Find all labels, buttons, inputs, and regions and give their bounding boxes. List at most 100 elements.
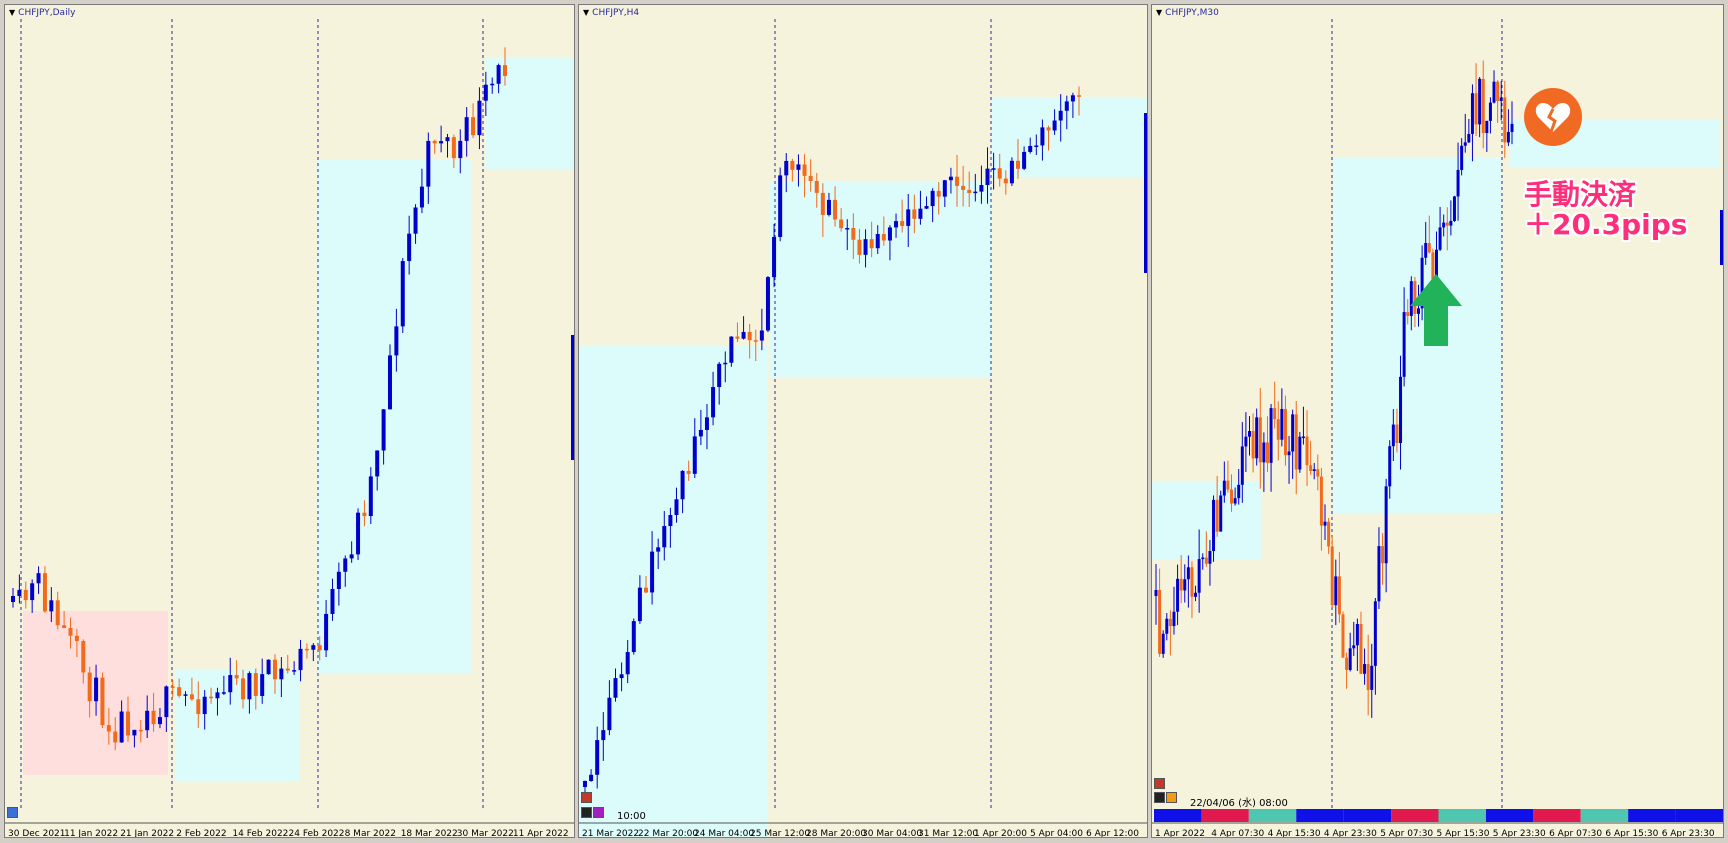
candle-body <box>1373 601 1377 666</box>
candle-body <box>1255 417 1259 459</box>
candle-body <box>1046 127 1051 131</box>
candle-body <box>1503 97 1507 143</box>
candle-body <box>704 417 709 430</box>
candle-body <box>272 659 277 680</box>
candle-body <box>1208 551 1212 564</box>
candle-body <box>68 628 73 636</box>
time-axis-label: 5 Apr 04:00 <box>1030 829 1083 838</box>
candle-body <box>784 160 789 176</box>
candle-body <box>311 645 316 650</box>
candle-body <box>11 596 15 603</box>
candle-body <box>87 672 92 702</box>
chart-window-m30[interactable]: ▼ CHFJPY,M30 1 Apr 2022 4 Apr 07:30 4 Apr 1… <box>1151 4 1724 838</box>
candle-body <box>1499 97 1503 101</box>
candle-body <box>961 185 966 190</box>
candle-body <box>1168 618 1172 627</box>
indicator-icon[interactable] <box>1166 792 1177 803</box>
session-strip-block <box>1201 809 1249 822</box>
candle-body <box>1449 220 1453 226</box>
broken-heart-badge <box>1524 88 1582 146</box>
price-chart-m30[interactable]: 1 Apr 2022 4 Apr 07:30 4 Apr 15:30 4 Apr 23… <box>1152 5 1724 838</box>
candle-body <box>662 526 667 548</box>
time-axis-label: 31 Mar 12:00 <box>918 829 978 838</box>
candle-body <box>221 692 226 694</box>
candle-body <box>906 209 911 226</box>
candle-body <box>1028 145 1033 152</box>
candle-body <box>496 65 501 84</box>
chart-window-daily[interactable]: ▼ CHFJPY,Daily 30 Dec 2021 11 Jan 2022 21 J… <box>4 4 575 838</box>
candle-body <box>228 675 233 693</box>
chart-tool-icon[interactable] <box>7 807 18 818</box>
session-strip-block <box>1485 809 1534 822</box>
candle-body <box>1052 120 1057 131</box>
candle-body <box>1355 623 1359 646</box>
candle-body <box>790 160 795 170</box>
candle-body <box>196 699 201 715</box>
candle-body <box>912 209 917 219</box>
candle-body <box>674 499 679 516</box>
time-axis-label: 5 Apr 07:30 <box>1380 829 1433 838</box>
signal-zone <box>991 97 1147 177</box>
chart-tool-icon[interactable] <box>581 807 592 818</box>
candle-body <box>1478 78 1482 125</box>
chart-window-h4[interactable]: ▼ CHFJPY,H4 21 Mar 2022 22 Mar 20:00 24 Mar… <box>578 4 1148 838</box>
candle-body <box>1485 120 1489 134</box>
candle-body <box>1327 521 1331 547</box>
price-scale-marker <box>571 335 574 460</box>
candle-body <box>881 234 886 241</box>
candle-body <box>851 228 856 240</box>
candle-body <box>1334 576 1338 606</box>
signal-zone <box>1334 157 1502 513</box>
candle-body <box>1219 495 1223 532</box>
candle-body <box>711 387 716 418</box>
candle-body <box>464 117 469 141</box>
candle-body <box>126 711 131 736</box>
candle-body <box>317 645 322 651</box>
time-axis-label: 4 Apr 07:30 <box>1211 829 1264 838</box>
candle-body <box>1040 127 1045 146</box>
candle-body <box>1022 151 1027 169</box>
candle-body <box>483 84 488 101</box>
candle-body <box>1492 81 1496 103</box>
candle-body <box>637 587 642 622</box>
candle-body <box>330 589 335 614</box>
close-position-icon[interactable] <box>581 792 592 803</box>
candle-body <box>613 678 618 698</box>
time-axis-label: 4 Apr 23:30 <box>1324 829 1377 838</box>
chart-tool-icon[interactable] <box>1154 792 1165 803</box>
candle-body <box>1190 567 1194 597</box>
chart-title-text: CHFJPY,H4 <box>592 8 640 18</box>
chevron-down-icon[interactable]: ▼ <box>1156 8 1163 17</box>
candle-body <box>138 729 143 732</box>
candle-body <box>298 648 303 671</box>
session-strip-block <box>1248 809 1297 822</box>
candle-body <box>94 677 99 702</box>
candle-body <box>1070 95 1075 102</box>
candle-body <box>209 696 214 699</box>
time-axis-label: 2 Feb 2022 <box>176 829 226 838</box>
candle-body <box>1161 633 1165 654</box>
close-position-icon[interactable] <box>1154 778 1165 789</box>
chevron-down-icon[interactable]: ▼ <box>9 8 16 17</box>
candle-body <box>863 239 868 255</box>
time-axis-label: 18 Mar 2022 <box>401 829 458 838</box>
candle-body <box>451 137 456 159</box>
candle-body <box>1258 417 1262 463</box>
candle-body <box>1058 110 1063 121</box>
chevron-down-icon[interactable]: ▼ <box>583 8 590 17</box>
candle-body <box>1399 376 1403 444</box>
candle-body <box>686 470 691 474</box>
candle-body <box>1434 249 1438 280</box>
candle-body <box>1445 222 1449 226</box>
candle-body <box>1337 576 1341 615</box>
candle-body <box>145 710 150 731</box>
candle-body <box>1215 499 1219 532</box>
candle-body <box>1197 559 1201 593</box>
candle-body <box>23 589 28 601</box>
candle-body <box>394 326 399 356</box>
candle-body <box>1370 665 1374 690</box>
indicator-icon[interactable] <box>593 807 604 818</box>
candle-body <box>1388 446 1392 487</box>
